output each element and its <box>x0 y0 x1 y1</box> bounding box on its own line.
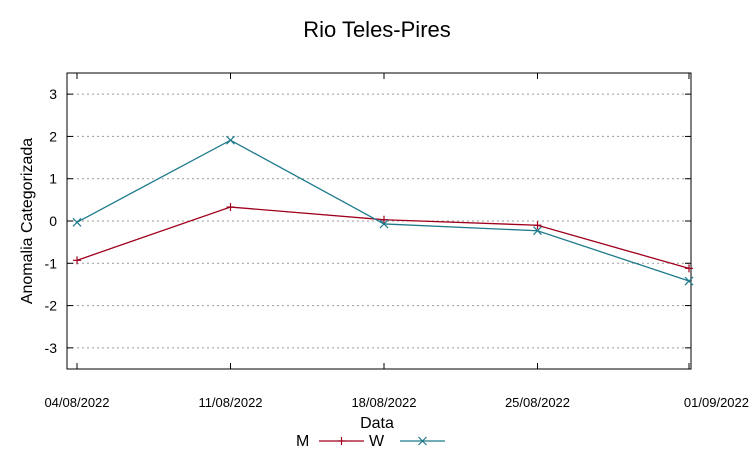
chart-title: Rio Teles-Pires <box>303 17 451 42</box>
data-point-w <box>226 135 235 145</box>
legend-marker-m <box>337 437 346 445</box>
y-tick-label: 0 <box>49 213 57 229</box>
series-line-w <box>76 139 690 282</box>
y-axis-label: Anomalia Categorizada <box>19 138 36 304</box>
y-tick-label: 3 <box>49 86 57 102</box>
legend-label-w: W <box>369 433 385 450</box>
x-tick-label: 04/08/2022 <box>44 395 109 410</box>
data-point-m <box>73 256 81 265</box>
data-point-m <box>226 203 235 212</box>
x-tick-label: 25/08/2022 <box>505 395 570 410</box>
y-tick-label: 1 <box>49 171 57 187</box>
y-tick-label: -1 <box>45 255 58 271</box>
series-lines <box>72 135 694 286</box>
data-point-w <box>684 276 694 286</box>
y-tick-label: 2 <box>49 128 57 144</box>
x-tick-label: 11/08/2022 <box>198 395 262 410</box>
x-axis-ticks: 04/08/2022 11/08/2022 18/08/2022 25/08/2022… <box>44 73 749 410</box>
legend-label-m: M <box>296 433 309 450</box>
data-point-w <box>533 226 542 236</box>
data-point-w <box>72 217 82 227</box>
y-axis-ticks: 3 2 1 0 -1 -2 -3 <box>45 86 691 356</box>
legend-marker-w <box>418 436 427 446</box>
x-tick-label: 01/09/2022 <box>684 395 749 410</box>
y-tick-label: -2 <box>45 298 58 314</box>
data-point-m <box>380 215 388 224</box>
x-axis-label: Data <box>360 415 394 432</box>
series-line-m <box>76 206 690 269</box>
x-tick-label: 18/08/2022 <box>351 395 416 410</box>
y-tick-label: -3 <box>45 340 58 356</box>
data-point-m <box>685 264 693 273</box>
data-point-m <box>533 221 542 230</box>
data-point-w <box>379 219 389 229</box>
